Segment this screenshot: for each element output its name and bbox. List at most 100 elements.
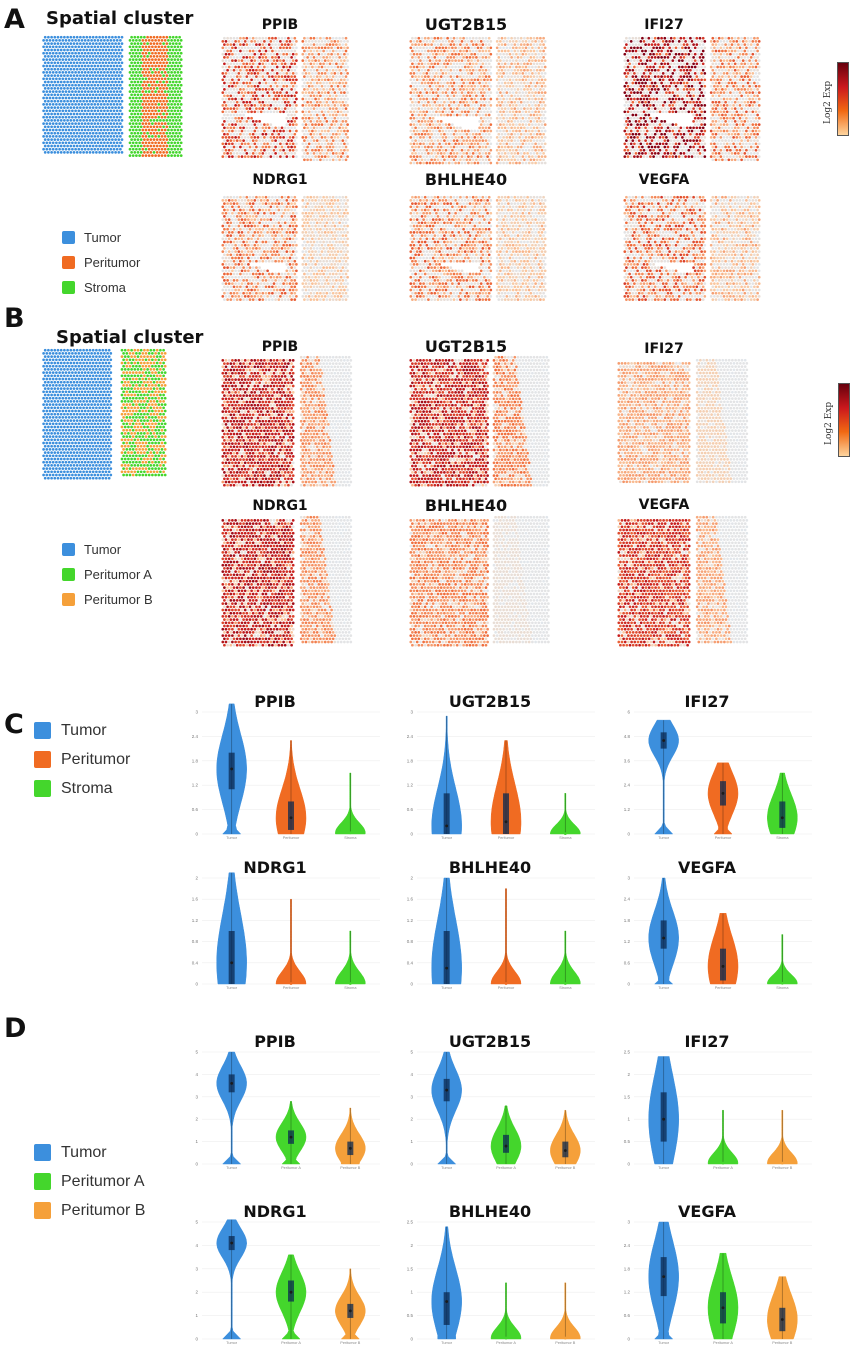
spot [414,145,417,149]
spot [721,43,724,46]
spot [133,138,137,141]
spot [293,49,297,53]
spot [495,52,499,56]
spot [50,131,53,135]
spot [729,46,732,50]
spot [157,64,161,68]
spot [291,123,295,126]
spot [335,145,338,149]
spot [117,42,121,45]
spot [179,154,183,157]
spot [468,132,472,136]
spot [414,88,417,91]
spot [666,36,670,40]
spot [323,148,327,152]
spot [510,88,513,91]
spot [439,62,443,66]
spot [478,145,481,149]
spot [459,88,462,91]
spot [346,123,349,126]
spot [322,152,325,155]
spot [489,104,493,107]
spot [523,139,526,142]
spot [229,132,233,136]
spot [293,75,297,78]
spot [495,155,499,158]
spot [239,81,242,85]
spot [103,45,106,49]
spot [531,123,534,126]
spot [312,152,316,155]
spot [438,52,441,56]
spot [454,148,457,152]
spot [438,142,441,146]
spot [697,59,700,62]
spot [671,40,675,43]
spot [486,161,489,165]
spot [295,129,298,133]
spot [417,94,421,98]
spot [422,52,425,56]
spot [535,36,539,40]
spot [223,75,226,78]
spot [510,36,513,40]
spot [154,39,157,42]
spot [524,123,528,126]
spot [700,40,703,43]
spot [497,81,501,85]
spot [309,43,313,46]
spot [141,115,145,119]
spot [322,75,325,78]
spot [269,97,273,101]
spot [537,123,541,126]
spot [120,48,124,52]
spot [242,120,245,123]
spot [56,151,60,154]
spot [320,78,324,82]
spot [67,147,71,151]
spot [111,93,114,97]
spot [325,126,329,130]
spot [301,78,305,82]
spot [154,141,157,145]
spot [543,65,547,69]
spot [119,122,122,125]
spot [499,46,502,50]
spot [513,56,517,59]
spot [531,84,534,88]
spot [341,94,345,98]
spot [67,51,71,55]
spot [423,126,427,130]
spot [534,142,537,146]
spot [135,58,138,61]
spot [85,87,89,90]
spot [77,64,81,68]
spot [314,97,317,101]
spot [149,48,153,52]
spot [431,40,435,43]
spot [45,109,49,113]
spot [279,148,282,152]
spot [163,39,167,42]
spot [740,56,743,59]
spot [503,145,507,149]
spot [285,104,289,107]
spot [168,55,172,58]
spot [330,59,333,62]
spot [152,55,156,58]
spot [282,155,285,158]
spot [500,56,504,59]
spot [250,46,253,50]
spot [746,56,750,59]
spot [256,84,260,88]
spot [467,104,470,107]
spot [487,43,491,46]
spot [171,67,175,71]
spot [756,36,759,40]
spot [144,90,148,93]
spot [285,40,289,43]
spot [470,52,473,56]
spot [542,68,545,72]
spot [93,147,97,151]
spot [149,125,153,129]
